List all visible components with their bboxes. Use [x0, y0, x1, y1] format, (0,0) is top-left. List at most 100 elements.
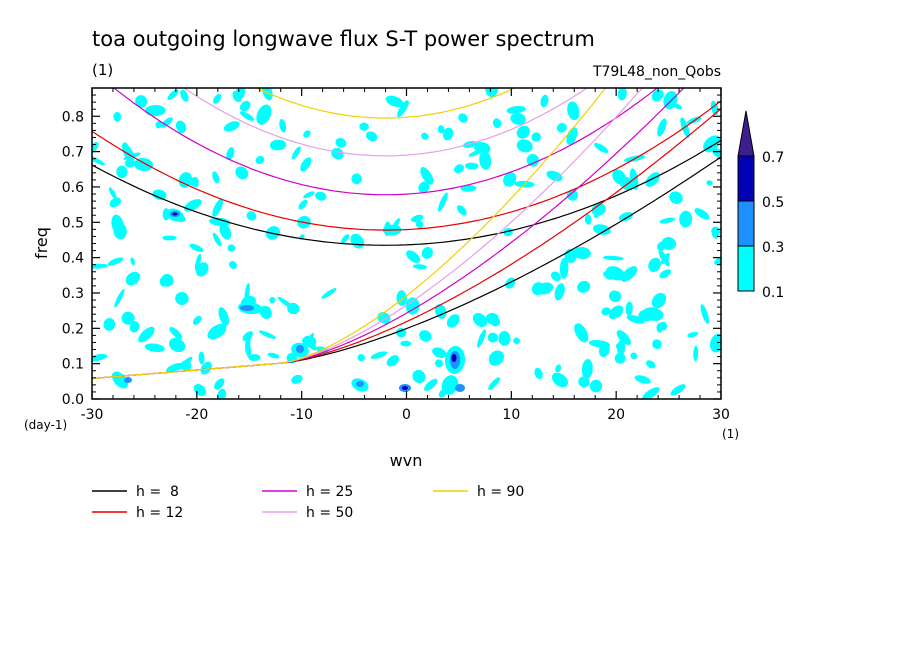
contour-patch — [546, 170, 563, 182]
contour-patch — [555, 364, 562, 373]
contour-patch — [331, 147, 344, 160]
contour-patch — [306, 338, 317, 351]
x-axis: -30 -20 -10 0 10 20 30 — [81, 88, 730, 423]
contour-patch — [200, 361, 212, 375]
y-unit-label: (day-1) — [24, 418, 67, 432]
chart-title: toa outgoing longwave flux S-T power spe… — [92, 27, 595, 51]
y-tick-label: 0.0 — [62, 392, 84, 408]
contour-patch — [477, 329, 486, 348]
contour-patch — [614, 352, 626, 364]
contour-patch — [620, 266, 638, 282]
contour-patch — [255, 155, 265, 165]
contour-patch — [125, 271, 141, 286]
contour-patch — [350, 233, 364, 249]
contour-patch — [672, 103, 683, 110]
contour-patch — [505, 277, 516, 289]
contour-patch — [144, 343, 165, 352]
x-axis-title: wvn — [390, 451, 423, 470]
contour-patch — [599, 343, 610, 358]
contour-patch — [412, 264, 427, 270]
colorbar-extend-arrow — [737, 110, 755, 157]
legend: h = 8 h = 12 h = 25 h = 50 h = 90 — [92, 484, 524, 521]
contour-field — [92, 88, 721, 399]
contour-patch — [648, 257, 661, 272]
contour-patch — [412, 369, 426, 384]
contour-patch — [531, 282, 544, 296]
contour-patch — [195, 262, 209, 277]
y-tick-label: 0.8 — [62, 109, 84, 125]
y-tick-label: 0.6 — [62, 180, 84, 196]
contour-patch — [498, 331, 511, 346]
contour-patch — [365, 131, 378, 142]
contour-patch — [432, 347, 447, 358]
contour-patch — [468, 149, 484, 157]
contour-patch — [236, 88, 246, 99]
contour-patch — [240, 111, 255, 121]
contour-patch — [321, 288, 337, 299]
contour-patch — [121, 311, 135, 325]
contour-patch — [244, 283, 250, 302]
contour-patch — [578, 376, 590, 388]
contour-patch — [534, 367, 543, 380]
contour-patch — [659, 217, 676, 224]
contour-patch — [503, 227, 513, 237]
contour-patch — [124, 158, 135, 168]
contour-patch — [458, 113, 468, 123]
colorbar-segment — [737, 245, 755, 292]
contour-patch — [437, 125, 445, 134]
contour-patch — [573, 246, 591, 260]
contour-patch — [694, 208, 710, 220]
contour-patch — [442, 127, 454, 141]
contour-patch — [356, 381, 364, 387]
contour-patch — [559, 257, 569, 279]
contour-patch — [626, 315, 645, 324]
contour-patch — [124, 377, 132, 383]
legend-label: h = 50 — [306, 505, 353, 521]
contour-patch — [411, 214, 424, 223]
contour-patch — [603, 255, 624, 261]
contour-patch — [659, 269, 672, 279]
chart-subtitle: T79L48_non_Qobs — [592, 64, 721, 80]
contour-patch — [424, 378, 438, 391]
contour-patch — [92, 353, 108, 362]
contour-patch — [386, 355, 400, 367]
contour-patch — [235, 166, 249, 180]
contour-patch — [212, 232, 222, 247]
contour-patch — [189, 243, 204, 253]
contour-patch — [246, 211, 257, 221]
contour-patch — [510, 112, 526, 125]
dispersion-curve-upper — [92, 139, 721, 246]
contour-patch — [540, 94, 549, 108]
contour-patch — [121, 142, 129, 151]
contour-patch — [488, 377, 501, 390]
contour-patch — [618, 212, 633, 222]
dispersion-curve-upper — [113, 88, 659, 196]
contour-patch — [269, 139, 287, 151]
units-label: (1) — [92, 61, 113, 79]
contour-patch — [492, 118, 502, 129]
contour-patch — [194, 253, 202, 271]
contour-patch — [700, 304, 710, 324]
contour-patch — [617, 339, 626, 356]
x-tick-label: -20 — [185, 407, 208, 423]
contour-patch — [269, 297, 276, 304]
contour-patch — [175, 120, 187, 134]
contour-patch — [229, 260, 237, 270]
contour-patch — [485, 312, 499, 325]
contour-patch — [687, 331, 699, 338]
contour-patch — [262, 88, 273, 101]
contour-patch — [556, 122, 567, 133]
plot-frame — [91, 87, 722, 400]
dispersion-curve-lower — [92, 88, 607, 380]
contour-patch — [214, 378, 225, 390]
contour-patch — [296, 345, 304, 353]
x-tick-label: 10 — [502, 407, 520, 423]
contour-patch — [303, 130, 311, 138]
contour-patch — [207, 323, 227, 340]
contour-patch — [418, 181, 430, 194]
contour-patch — [180, 89, 189, 102]
contour-patch — [130, 257, 135, 266]
contour-patch — [711, 226, 720, 237]
contour-patch — [669, 191, 683, 204]
y-tick-label: 0.5 — [62, 215, 84, 231]
